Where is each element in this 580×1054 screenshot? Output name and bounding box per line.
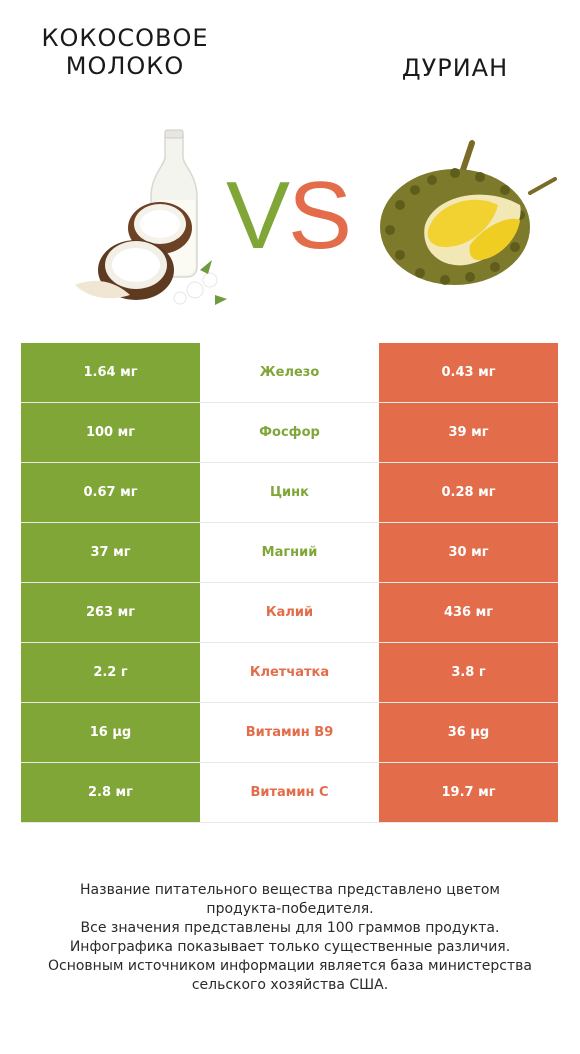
right-value-cell: 39 мг	[379, 403, 558, 462]
table-row: 0.67 мг Цинк 0.28 мг	[21, 463, 558, 523]
footer-line: продукта-победителя.	[206, 901, 374, 917]
row-divider	[21, 402, 558, 403]
row-divider	[21, 462, 558, 463]
table-row: 100 мг Фосфор 39 мг	[21, 403, 558, 463]
table-row: 263 мг Калий 436 мг	[21, 583, 558, 643]
nutrient-name-cell: Железо	[200, 343, 379, 402]
left-value-cell: 16 µg	[21, 703, 200, 762]
left-value-cell: 100 мг	[21, 403, 200, 462]
row-divider	[21, 702, 558, 703]
left-value-cell: 37 мг	[21, 523, 200, 582]
footer-line: Все значения представлены для 100 граммо…	[80, 920, 500, 936]
table-row: 1.64 мг Железо 0.43 мг	[21, 343, 558, 403]
vs-label: V S	[226, 162, 352, 269]
vs-v: V	[226, 162, 290, 269]
left-value-cell: 1.64 мг	[21, 343, 200, 402]
right-value-cell: 0.28 мг	[379, 463, 558, 522]
right-value-cell: 436 мг	[379, 583, 558, 642]
row-divider	[21, 522, 558, 523]
nutrient-name-cell: Цинк	[200, 463, 379, 522]
table-row: 2.8 мг Витамин C 19.7 мг	[21, 763, 558, 823]
comparison-table: 1.64 мг Железо 0.43 мг 100 мг Фосфор 39 мг 0.6…	[21, 343, 558, 823]
footer-line: Основным источником информации является …	[48, 958, 532, 974]
right-food-title: ДУРИАН	[401, 54, 509, 82]
durian-image	[380, 140, 557, 285]
vs-s: S	[288, 162, 352, 269]
footer-line: сельского хозяйства США.	[191, 977, 389, 993]
footer-line: Инфографика показывает только существенн…	[69, 939, 511, 955]
right-value-cell: 0.43 мг	[379, 343, 558, 402]
row-divider	[21, 642, 558, 643]
right-value-cell: 3.8 г	[379, 643, 558, 702]
left-food-title-line1: КОКОСОВОЕ	[41, 24, 209, 52]
table-row: 2.2 г Клетчатка 3.8 г	[21, 643, 558, 703]
left-food-title-line2: МОЛОКО	[65, 52, 185, 80]
nutrient-name-cell: Витамин B9	[200, 703, 379, 762]
nutrient-name-cell: Фосфор	[200, 403, 379, 462]
footer-line: Название питательного вещества представл…	[80, 882, 500, 898]
row-divider	[21, 822, 558, 823]
left-value-cell: 2.8 мг	[21, 763, 200, 822]
nutrient-name-cell: Клетчатка	[200, 643, 379, 702]
right-value-cell: 19.7 мг	[379, 763, 558, 822]
footer-note: Название питательного вещества представл…	[20, 881, 560, 995]
left-value-cell: 263 мг	[21, 583, 200, 642]
table-row: 37 мг Магний 30 мг	[21, 523, 558, 583]
nutrient-name-cell: Калий	[200, 583, 379, 642]
right-value-cell: 30 мг	[379, 523, 558, 582]
table-row: 16 µg Витамин B9 36 µg	[21, 703, 558, 763]
left-food-title: КОКОСОВОЕ МОЛОКО	[20, 24, 230, 80]
row-divider	[21, 762, 558, 763]
coconut-milk-image	[75, 129, 227, 305]
nutrient-name-cell: Витамин C	[200, 763, 379, 822]
row-divider	[21, 582, 558, 583]
nutrient-name-cell: Магний	[200, 523, 379, 582]
left-value-cell: 0.67 мг	[21, 463, 200, 522]
left-value-cell: 2.2 г	[21, 643, 200, 702]
right-value-cell: 36 µg	[379, 703, 558, 762]
